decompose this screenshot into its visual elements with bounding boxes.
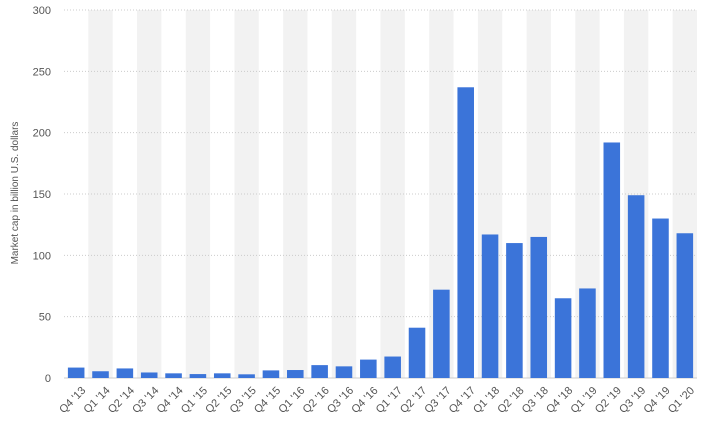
x-tick-label: Q4 '16 bbox=[349, 385, 380, 416]
x-tick-label: Q1 '19 bbox=[568, 385, 599, 416]
x-tick-label: Q4 '14 bbox=[155, 385, 186, 416]
x-tick-label: Q2 '15 bbox=[203, 385, 234, 416]
bar bbox=[384, 356, 401, 378]
y-axis-ticks: 0 50 100 150 200 250 300 bbox=[33, 5, 51, 385]
y-tick-label: 250 bbox=[33, 66, 51, 78]
bar bbox=[627, 195, 645, 378]
bar bbox=[311, 365, 328, 378]
y-tick-label: 200 bbox=[33, 128, 51, 140]
x-tick-label: Q1 '17 bbox=[374, 385, 405, 416]
x-tick-label: Q1 '14 bbox=[82, 385, 113, 416]
y-tick-label: 0 bbox=[45, 373, 51, 385]
bar bbox=[287, 370, 304, 378]
x-tick-label: Q1 '18 bbox=[471, 385, 502, 416]
category-band bbox=[380, 10, 405, 378]
y-tick-label: 150 bbox=[33, 189, 51, 201]
x-tick-label: Q3 '15 bbox=[228, 385, 259, 416]
x-tick-label: Q3 '14 bbox=[130, 385, 161, 416]
bar bbox=[165, 373, 182, 378]
x-tick-label: Q3 '16 bbox=[325, 385, 356, 416]
x-tick-label: Q4 '19 bbox=[642, 385, 673, 416]
bar bbox=[433, 289, 450, 378]
bar bbox=[579, 288, 596, 378]
x-tick-label: Q3 '19 bbox=[617, 385, 648, 416]
bar bbox=[457, 87, 474, 378]
x-tick-label: Q2 '17 bbox=[398, 385, 429, 416]
bar bbox=[238, 374, 255, 378]
bars bbox=[67, 87, 694, 378]
y-axis-title: Market cap in billion U.S. dollars bbox=[10, 122, 21, 265]
bar bbox=[335, 366, 353, 378]
x-tick-label: Q4 '17 bbox=[447, 385, 478, 416]
bar bbox=[506, 243, 523, 378]
y-tick-label: 100 bbox=[33, 250, 51, 262]
y-tick-label: 50 bbox=[39, 312, 51, 324]
x-tick-label: Q3 '18 bbox=[520, 385, 551, 416]
bar bbox=[554, 298, 572, 378]
bar bbox=[213, 373, 231, 378]
x-tick-label: Q2 '16 bbox=[301, 385, 332, 416]
x-tick-label: Q4 '13 bbox=[57, 385, 88, 416]
x-tick-label: Q4 '18 bbox=[544, 385, 575, 416]
bar bbox=[603, 142, 621, 378]
bar bbox=[481, 234, 499, 378]
bar bbox=[67, 367, 85, 378]
bar bbox=[676, 233, 694, 378]
x-tick-label: Q2 '14 bbox=[106, 385, 137, 416]
bar bbox=[408, 327, 426, 378]
x-tick-label: Q3 '17 bbox=[422, 385, 453, 416]
bar bbox=[652, 218, 669, 378]
bar bbox=[189, 374, 207, 378]
x-tick-label: Q2 '18 bbox=[495, 385, 526, 416]
x-tick-label: Q4 '15 bbox=[252, 385, 283, 416]
bar bbox=[140, 372, 158, 378]
x-tick-label: Q1 '15 bbox=[179, 385, 210, 416]
y-tick-label: 300 bbox=[33, 5, 51, 17]
x-tick-label: Q1 '16 bbox=[276, 385, 307, 416]
bar bbox=[116, 368, 134, 378]
bar bbox=[530, 236, 548, 378]
bar bbox=[360, 359, 377, 378]
category-band bbox=[185, 10, 211, 378]
x-tick-label: Q2 '19 bbox=[593, 385, 624, 416]
bar bbox=[92, 371, 109, 378]
bar bbox=[262, 370, 280, 378]
x-tick-label: Q1 '20 bbox=[666, 385, 697, 416]
